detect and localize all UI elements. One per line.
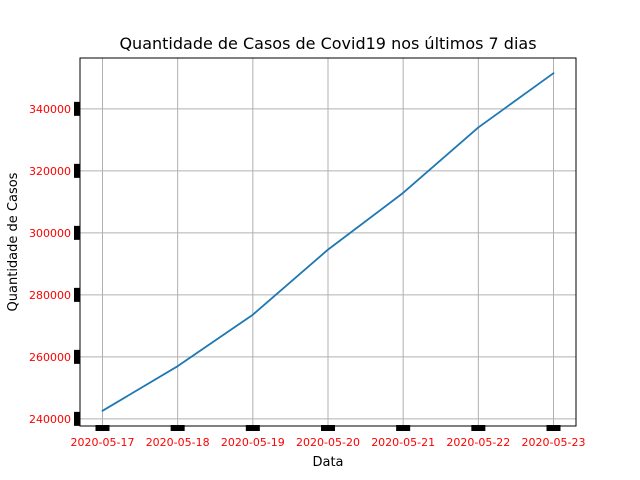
- x-tick-mark: [546, 425, 561, 431]
- plot-series: [101, 72, 555, 412]
- x-tick-labels: 2020-05-17 2020-05-18 2020-05-19 2020-05-20…: [71, 436, 586, 449]
- y-tick-mark: [74, 225, 80, 240]
- x-tick-mark: [321, 425, 335, 431]
- y-tick-labels: 240000 260000 280000 300000 320000 340000: [29, 103, 71, 426]
- y-tick-mark: [74, 163, 80, 178]
- x-tick-label: 2020-05-22: [446, 436, 510, 449]
- y-tick-mark: [74, 349, 80, 364]
- chart-title: Quantidade de Casos de Covid19 nos últim…: [119, 34, 536, 53]
- x-tick-mark: [245, 425, 260, 431]
- grid-lines: [80, 58, 576, 426]
- y-tick-label: 340000: [29, 103, 71, 116]
- y-tick-label: 280000: [29, 289, 71, 302]
- x-tick-label: 2020-05-17: [71, 436, 135, 449]
- x-tick-mark: [95, 425, 110, 431]
- x-tick-mark: [471, 425, 486, 431]
- x-tick-label: 2020-05-18: [146, 436, 210, 449]
- x-tick-mark: [170, 425, 185, 431]
- x-tick-label: 2020-05-21: [371, 436, 435, 449]
- x-tick-label: 2020-05-23: [522, 436, 586, 449]
- plot-frame: [79, 57, 577, 427]
- y-tick-mark: [74, 101, 80, 116]
- y-tick-label: 320000: [29, 165, 71, 178]
- x-tick-label: 2020-05-19: [221, 436, 285, 449]
- tick-marks: [74, 101, 561, 431]
- series-line: [101, 72, 555, 412]
- x-axis-label: Data: [312, 455, 343, 470]
- y-tick-label: 300000: [29, 227, 71, 240]
- y-tick-mark: [74, 287, 80, 302]
- y-tick-label: 260000: [29, 351, 71, 364]
- y-tick-mark: [74, 411, 80, 426]
- y-axis-label: Quantidade de Casos: [6, 172, 21, 311]
- x-tick-mark: [396, 425, 411, 431]
- y-tick-label: 240000: [29, 413, 71, 426]
- x-tick-label: 2020-05-20: [296, 436, 360, 449]
